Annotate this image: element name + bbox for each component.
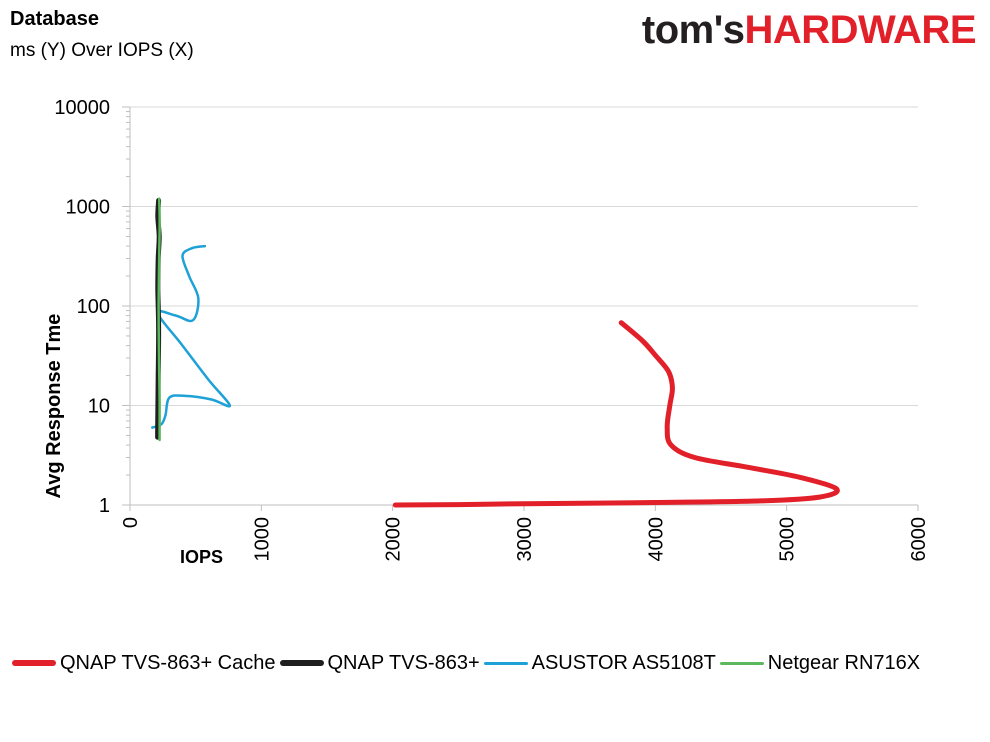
legend-item-qnap-tvs-863: QNAP TVS-863+ — [279, 651, 480, 675]
legend-label: QNAP TVS-863+ Cache — [60, 651, 276, 674]
x-tick-label: 4000 — [645, 517, 667, 562]
brand-logo: tom'sHARDWARE — [641, 8, 977, 53]
series-line-asustor-as5108t — [151, 244, 232, 429]
y-tick-label: 1000 — [66, 197, 111, 219]
chart-title: Database — [10, 8, 99, 30]
legend-swatch — [279, 660, 324, 666]
legend-item-netgear-rn716x: Netgear RN716X — [719, 651, 921, 675]
y-tick-label: 10 — [88, 396, 110, 418]
x-tick-label: 5000 — [777, 517, 799, 562]
x-tick-label: 3000 — [514, 517, 536, 562]
y-axis-label: Avg Response Tme — [43, 314, 65, 499]
x-tick-label: 2000 — [383, 517, 405, 562]
chart-subtitle: ms (Y) Over IOPS (X) — [10, 40, 194, 61]
legend-label: ASUSTOR AS5108T — [531, 651, 716, 674]
x-tick-label: 0 — [120, 517, 142, 528]
y-tick-label: 1 — [99, 495, 110, 517]
series-line-netgear-rn716x — [157, 197, 161, 442]
legend-label: Netgear RN716X — [767, 651, 921, 674]
x-tick-label: 1000 — [251, 517, 273, 562]
y-tick-label: 10000 — [54, 97, 110, 119]
y-tick-label: 100 — [77, 296, 110, 318]
legend-swatch — [12, 660, 56, 666]
logo-text-hardware: HARDWARE — [744, 8, 976, 52]
legend-swatch — [483, 661, 528, 665]
logo-text-toms: tom's — [641, 8, 745, 52]
x-axis-label: IOPS — [180, 547, 224, 567]
series-line-qnap-tvs-863-cache — [392, 320, 840, 508]
legend-label: QNAP TVS-863+ — [327, 651, 480, 674]
legend-swatch — [719, 661, 764, 665]
x-tick-label: 6000 — [908, 517, 930, 562]
legend-item-qnap-tvs-863-cache: QNAP TVS-863+ Cache — [12, 652, 276, 675]
legend: QNAP TVS-863+ Cache QNAP TVS-863+ ASUSTOR … — [12, 650, 924, 676]
legend-item-asustor-as5108t: ASUSTOR AS5108T — [483, 651, 716, 675]
